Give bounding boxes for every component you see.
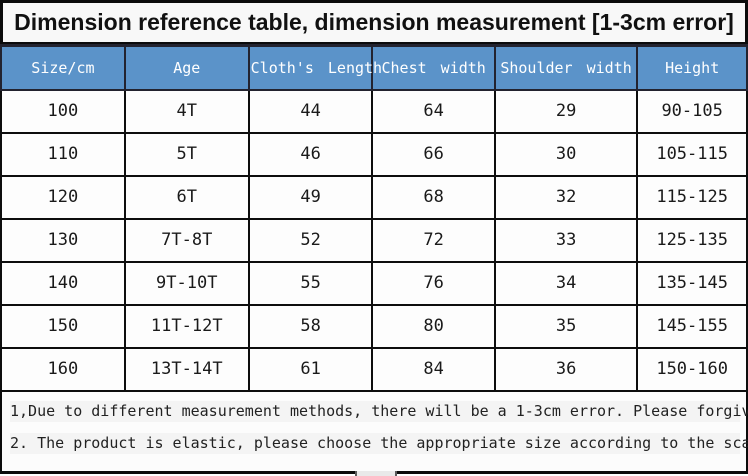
column-header-shoulder: Shoulder width: [493, 44, 639, 91]
table-cell: 58: [247, 303, 374, 349]
table-cell: 5T: [123, 131, 250, 177]
table-cell: 34: [493, 260, 639, 306]
page-title: Dimension reference table, dimension mea…: [14, 9, 734, 35]
table-row: 130 7T-8T 52 72 33 125-135: [0, 217, 748, 263]
column-header-height: Height: [636, 44, 748, 91]
table-cell: 49: [247, 174, 374, 220]
table-cell: 66: [371, 131, 496, 177]
table-cell: 64: [371, 88, 496, 134]
table-row: 100 4T 44 64 29 90-105: [0, 88, 748, 134]
table-cell: 150-160: [636, 346, 748, 392]
table-cell: 7T-8T: [123, 217, 250, 263]
table-row: 160 13T-14T 61 84 36 150-160: [0, 346, 748, 392]
table-cell: 68: [371, 174, 496, 220]
table-cell: 44: [247, 88, 374, 134]
table-cell: 4T: [123, 88, 250, 134]
table-cell: 76: [371, 260, 496, 306]
table-cell: 61: [247, 346, 374, 392]
table-cell: 11T-12T: [123, 303, 250, 349]
table-cell: 125-135: [636, 217, 748, 263]
table-cell: 29: [493, 88, 639, 134]
table-cell: 140: [0, 260, 126, 306]
table-row: 150 11T-12T 58 80 35 145-155: [0, 303, 748, 349]
table-cell: 90-105: [636, 88, 748, 134]
column-header-length: Cloth's Length: [247, 44, 382, 91]
table-cell: 100: [0, 88, 126, 134]
note-line-1: 1,Due to different measurement methods, …: [10, 400, 748, 422]
table-cell: 35: [493, 303, 639, 349]
table-row: 120 6T 49 68 32 115-125: [0, 174, 748, 220]
column-header-age: Age: [123, 44, 250, 91]
table-cell: 135-145: [636, 260, 748, 306]
table-cell: 6T: [123, 174, 250, 220]
table-cell: 145-155: [636, 303, 748, 349]
table-row: 140 9T-10T 55 76 34 135-145: [0, 260, 748, 306]
table-cell: 46: [247, 131, 374, 177]
table-cell: 80: [371, 303, 496, 349]
table-cell: 160: [0, 346, 126, 392]
table-cell: 55: [247, 260, 374, 306]
table-cell: 115-125: [636, 174, 748, 220]
table-cell: 72: [371, 217, 496, 263]
table-cell: 32: [493, 174, 639, 220]
table-cell: 84: [371, 346, 496, 392]
table-row: 110 5T 46 66 30 105-115: [0, 131, 748, 177]
table-cell: 9T-10T: [123, 260, 250, 306]
table-cell: 130: [0, 217, 126, 263]
size-reference-table: Size/cm Age Cloth's Length Chest width S…: [0, 44, 748, 392]
table-cell: 36: [493, 346, 639, 392]
table-cell: 105-115: [636, 131, 748, 177]
table-cell: 33: [493, 217, 639, 263]
column-header-size: Size/cm: [0, 44, 126, 91]
title-banner: Dimension reference table, dimension mea…: [0, 0, 748, 44]
table-cell: 150: [0, 303, 126, 349]
column-header-chest: Chest width: [371, 44, 496, 91]
table-cell: 52: [247, 217, 374, 263]
note-line-2: 2. The product is elastic, please choose…: [10, 432, 748, 454]
table-cell: 120: [0, 174, 126, 220]
table-cell: 30: [493, 131, 639, 177]
table-header-row: Size/cm Age Cloth's Length Chest width S…: [0, 44, 748, 91]
table-cell: 13T-14T: [123, 346, 250, 392]
notes-footer: 1,Due to different measurement methods, …: [0, 391, 748, 474]
cutoff-table-fragment: [355, 471, 397, 476]
table-cell: 110: [0, 131, 126, 177]
